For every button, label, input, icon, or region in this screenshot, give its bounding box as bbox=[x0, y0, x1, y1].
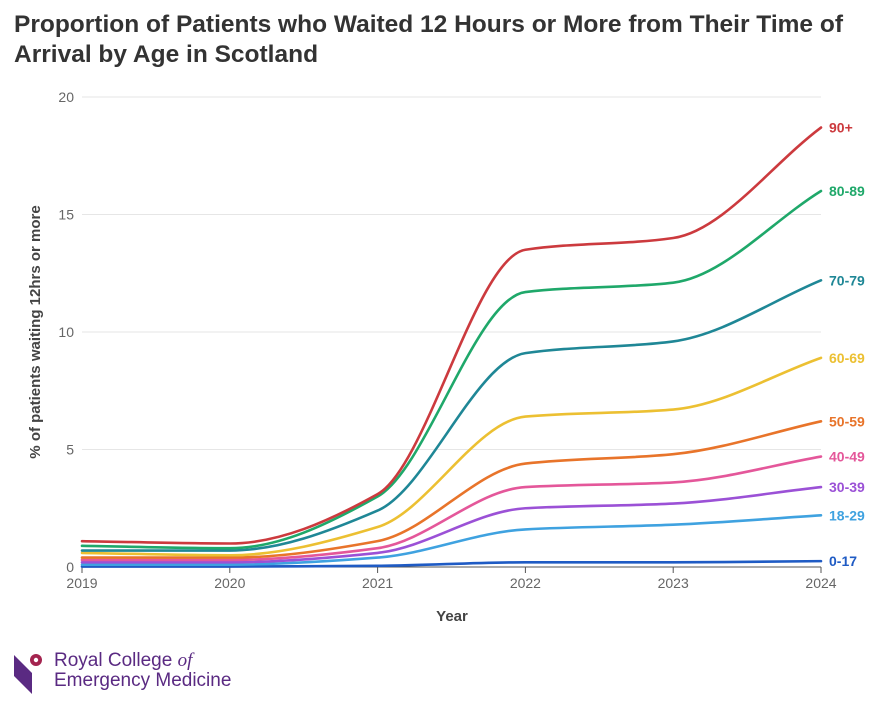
gridlines bbox=[82, 96, 821, 450]
series-label-70-79: 70-79 bbox=[829, 272, 865, 288]
x-tick-label: 2021 bbox=[362, 575, 393, 591]
y-tick-label: 10 bbox=[58, 324, 74, 340]
series-label-50-59: 50-59 bbox=[829, 413, 865, 429]
series-line-70-79 bbox=[80, 279, 823, 552]
series-label-0-17: 0-17 bbox=[829, 553, 857, 569]
series-label-30-39: 30-39 bbox=[829, 479, 865, 495]
brand-of: of bbox=[177, 650, 193, 671]
x-tick-label: 2022 bbox=[510, 575, 541, 591]
x-tick-label: 2019 bbox=[66, 575, 97, 591]
x-axis-ticks: 2019 2020 2021 2022 2023 2024 bbox=[66, 567, 837, 591]
y-axis-ticks: 0 5 10 15 20 bbox=[58, 89, 74, 575]
series-label-40-49: 40-49 bbox=[829, 449, 865, 465]
series-line-80-89 bbox=[80, 189, 823, 550]
y-tick-label: 5 bbox=[66, 442, 74, 458]
series-label-60-69: 60-69 bbox=[829, 350, 865, 366]
rcem-emblem-icon bbox=[14, 654, 42, 694]
series-label-90+: 90+ bbox=[829, 120, 853, 136]
series-line-50-59 bbox=[80, 420, 823, 559]
series-line-60-69 bbox=[80, 356, 823, 557]
series-label-80-89: 80-89 bbox=[829, 183, 865, 199]
rcem-logo: Royal College of Emergency Medicine bbox=[12, 651, 231, 695]
brand-line-1: Royal College bbox=[54, 650, 173, 671]
series-lines bbox=[80, 126, 823, 568]
chart-title: Proportion of Patients who Waited 12 Hou… bbox=[14, 11, 843, 68]
x-tick-label: 2020 bbox=[214, 575, 245, 591]
series-line-40-49 bbox=[80, 455, 823, 562]
x-tick-label: 2024 bbox=[805, 575, 836, 591]
series-line-90+ bbox=[80, 126, 823, 545]
rcem-wordmark: Royal College of Emergency Medicine bbox=[54, 651, 231, 691]
x-tick-label: 2023 bbox=[658, 575, 689, 591]
series-line-18-29 bbox=[80, 514, 823, 566]
brand-line-2: Emergency Medicine bbox=[54, 670, 232, 691]
x-axis-title: Year bbox=[436, 608, 468, 625]
y-tick-label: 15 bbox=[58, 207, 74, 223]
y-tick-label: 0 bbox=[66, 559, 74, 575]
series-line-30-39 bbox=[80, 485, 823, 564]
y-tick-label: 20 bbox=[58, 89, 74, 105]
series-labels: 0-17 18-29 30-39 40-49 50-59 60-69 70-79 80-89 9… bbox=[829, 120, 865, 570]
series-label-18-29: 18-29 bbox=[829, 507, 865, 523]
series-line-0-17 bbox=[80, 559, 823, 568]
y-axis-title: % of patients waiting 12hrs or more bbox=[27, 205, 44, 458]
